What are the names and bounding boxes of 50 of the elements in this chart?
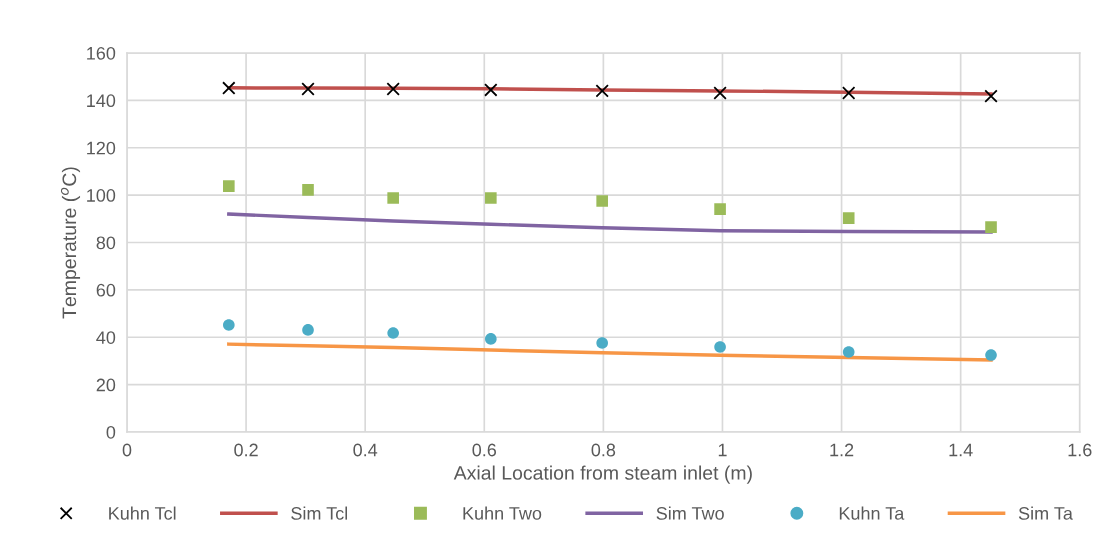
point — [596, 337, 608, 349]
point — [985, 221, 997, 233]
point — [984, 89, 998, 103]
point — [842, 212, 855, 224]
legend-label: Kuhn Ta — [839, 506, 905, 520]
point — [386, 82, 400, 96]
y-tick-label: 40 — [96, 331, 116, 344]
point — [841, 86, 856, 100]
x-tick-label: 0.2 — [234, 443, 258, 457]
point — [484, 83, 498, 97]
point — [223, 180, 235, 192]
legend-label: Sim Two — [656, 506, 724, 520]
x-axis-title: Axial Location from steam inlet (m) — [453, 465, 752, 484]
point — [387, 192, 399, 204]
legend-label: Kuhn Two — [463, 506, 542, 520]
x-tick-label: 1 — [718, 443, 727, 457]
y-tick-label: 140 — [87, 94, 116, 108]
y-tick-label: 60 — [96, 283, 116, 297]
legend-label: Sim Tcl — [291, 506, 348, 520]
x-tick-label: 1.2 — [830, 443, 854, 457]
y-tick-label: 0 — [106, 425, 116, 439]
point — [485, 333, 497, 345]
point — [223, 319, 235, 331]
y-tick-label: 20 — [96, 378, 116, 392]
x-tick-label: 0 — [122, 443, 132, 457]
x-tick-label: 0.6 — [472, 443, 497, 457]
point — [713, 86, 727, 100]
x-tick-label: 1.4 — [949, 443, 973, 457]
point — [714, 203, 726, 215]
legend-label: Kuhn Tcl — [109, 506, 176, 520]
y-tick-label: 80 — [96, 236, 116, 250]
y-tick-label: 160 — [87, 46, 116, 60]
point — [985, 349, 997, 361]
point — [485, 192, 497, 204]
x-tick-label: 1.6 — [1068, 443, 1092, 457]
x-tick-label: 0.8 — [591, 443, 616, 457]
point — [302, 324, 314, 336]
point — [714, 341, 726, 353]
y-tick-label: 120 — [87, 141, 116, 155]
y-axis-title: Temperature ($^{o}$C) — [60, 167, 81, 319]
point — [842, 346, 855, 358]
point — [596, 195, 608, 207]
point — [222, 81, 236, 95]
x-tick-label: 0.4 — [353, 443, 378, 457]
point — [387, 327, 399, 339]
point — [301, 82, 315, 96]
y-tick-label: 100 — [87, 189, 116, 202]
point — [302, 184, 314, 196]
legend-label: Sim Ta — [1018, 506, 1073, 520]
point — [595, 84, 609, 98]
